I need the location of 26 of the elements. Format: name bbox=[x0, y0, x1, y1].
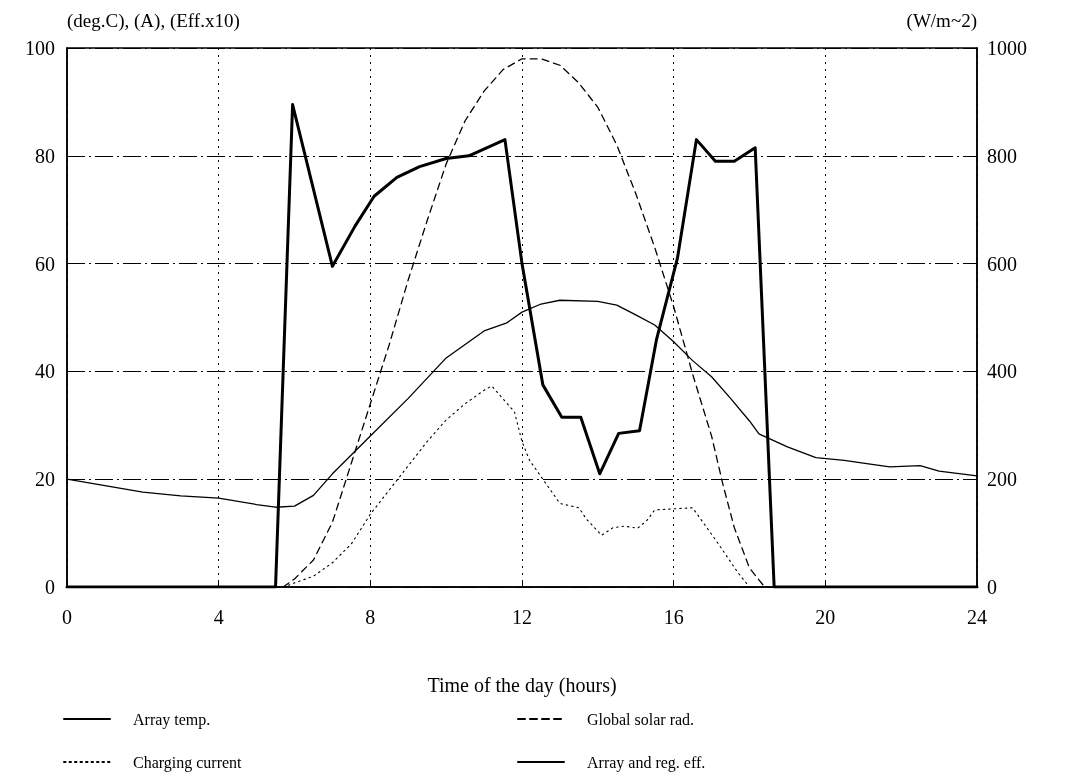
y-tick-label: 80 bbox=[35, 144, 55, 167]
y2-tick-label: 0 bbox=[987, 576, 997, 598]
y-tick-label: 0 bbox=[45, 576, 55, 598]
legend-label: Global solar rad. bbox=[587, 710, 695, 728]
y-axis-title: (deg.C), (A), (Eff.x10) bbox=[67, 10, 240, 32]
x-tick-label: 16 bbox=[663, 606, 684, 628]
x-tick-label: 24 bbox=[967, 606, 987, 628]
y2-tick-label: 600 bbox=[987, 252, 1017, 275]
x-tick-label: 8 bbox=[365, 606, 376, 628]
x-tick-label: 0 bbox=[62, 606, 72, 628]
y-tick-label: 60 bbox=[35, 252, 55, 275]
y-tick-label: 100 bbox=[25, 37, 55, 59]
y2-axis-title: (W/m~2) bbox=[906, 10, 977, 32]
legend-label: Charging current bbox=[133, 753, 243, 772]
y-tick-label: 40 bbox=[35, 360, 55, 383]
x-tick-label: 12 bbox=[512, 606, 532, 628]
legend-label: Array and reg. eff. bbox=[587, 753, 706, 772]
x-axis-title: Time of the day (hours) bbox=[427, 674, 617, 697]
legend-label: Array temp. bbox=[133, 710, 211, 729]
y2-tick-label: 1000 bbox=[987, 37, 1027, 59]
y2-tick-label: 400 bbox=[987, 360, 1017, 383]
y2-tick-label: 800 bbox=[987, 144, 1017, 167]
x-tick-label: 4 bbox=[213, 606, 224, 628]
y-tick-label: 20 bbox=[35, 468, 55, 491]
y2-tick-label: 200 bbox=[987, 468, 1017, 491]
x-tick-label: 20 bbox=[815, 606, 836, 628]
